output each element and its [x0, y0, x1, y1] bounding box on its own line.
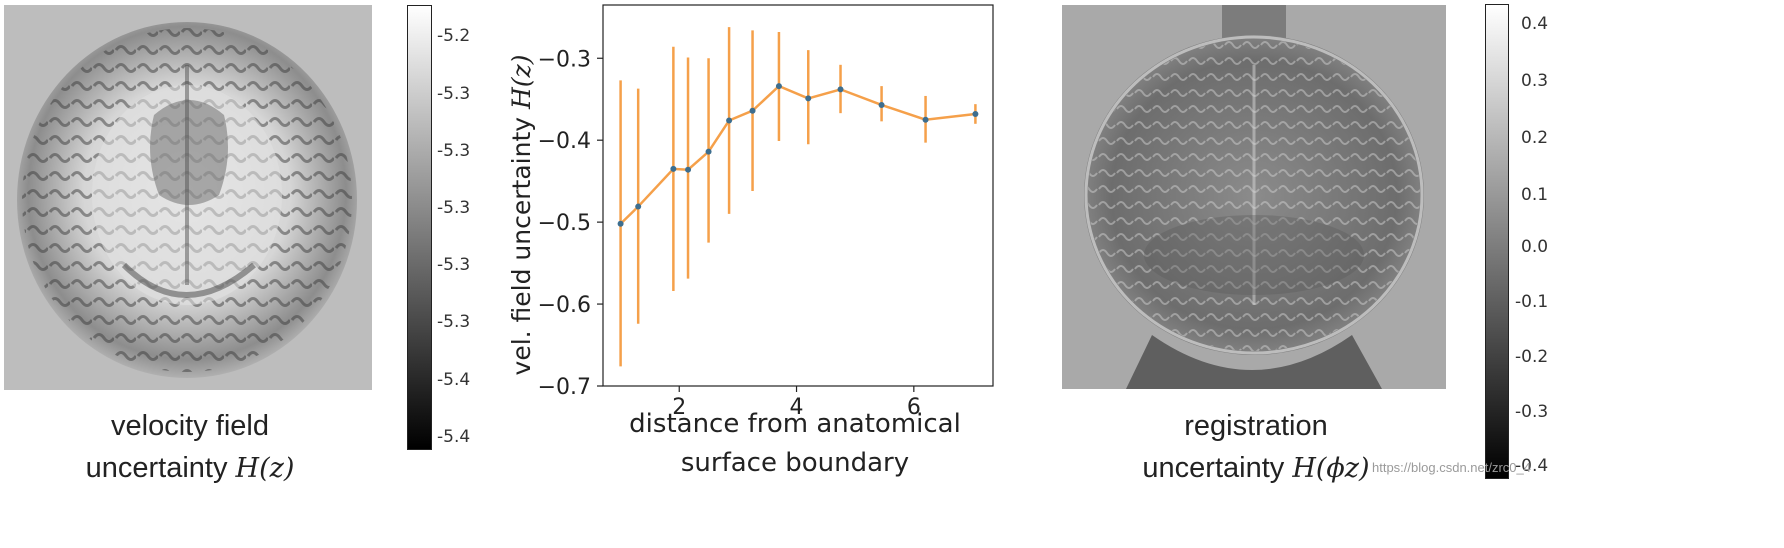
x-tick-label-0: 2: [672, 395, 686, 420]
x-tick-label-1: 4: [790, 395, 804, 420]
y-axis-label-math: H(z): [507, 55, 536, 110]
left-colorbar-tick-5: -5.3: [437, 312, 471, 332]
right-caption-math: H(ϕz): [1292, 453, 1370, 484]
right-panel: 0.4 0.3 0.2 0.1 0.0 -0.1 -0.2 -0.3 -0.4 …: [1040, 0, 1784, 548]
registration-brain-image: [1062, 5, 1446, 389]
left-caption-text: uncertainty: [85, 452, 236, 484]
right-colorbar-tick-7: -0.3: [1515, 402, 1549, 422]
velocity-colorbar: [407, 5, 432, 450]
right-caption-line2: uncertainty H(ϕz): [1106, 447, 1406, 490]
velocity-brain-svg: [4, 5, 372, 390]
x-tick-label-2: 6: [907, 395, 921, 420]
velocity-field-brain-image: [4, 5, 372, 390]
left-panel: -5.2 -5.3 -5.3 -5.3 -5.3 -5.3 -5.4 -5.4 …: [0, 0, 470, 548]
data-point-6: [749, 107, 756, 114]
watermark: https://blog.csdn.net/zrc0_4: [1372, 460, 1531, 475]
registration-brain-svg: [1062, 5, 1446, 389]
right-caption: registration uncertainty H(ϕz): [1106, 405, 1406, 490]
right-caption-line1: registration: [1184, 410, 1328, 442]
data-point-11: [922, 116, 929, 123]
left-colorbar-tick-3: -5.3: [437, 198, 471, 218]
data-point-8: [805, 95, 812, 102]
data-point-0: [617, 220, 624, 227]
right-colorbar-tick-6: -0.2: [1515, 347, 1549, 367]
left-caption-line1: velocity field: [111, 410, 269, 442]
data-point-12: [972, 110, 979, 117]
left-colorbar-tick-6: -5.4: [437, 370, 471, 390]
right-colorbar-tick-4: 0.0: [1521, 237, 1549, 257]
data-point-3: [685, 166, 692, 173]
left-colorbar-tick-4: -5.3: [437, 255, 471, 275]
data-point-9: [837, 86, 844, 93]
right-colorbar-tick-5: -0.1: [1515, 292, 1549, 312]
data-point-10: [878, 101, 885, 108]
left-caption: velocity field uncertainty H(z): [40, 405, 340, 490]
y-tick-label-1: −0.4: [538, 129, 591, 154]
registration-colorbar: [1485, 4, 1509, 479]
x-axis-label-line1: distance from anatomical: [629, 409, 961, 439]
y-axis-label: vel. field uncertainty H(z): [507, 55, 536, 376]
left-colorbar-tick-7: -5.4: [437, 427, 471, 447]
y-axis-label-text: vel. field uncertainty: [507, 109, 536, 375]
left-colorbar-tick-2: -5.3: [437, 141, 471, 161]
data-point-2: [670, 165, 677, 172]
left-colorbar-tick-1: -5.3: [437, 84, 471, 104]
uncertainty-line-chart: −0.3 −0.4 −0.5 −0.6 −0.7 2 4 6 vel. field unce…: [507, 4, 994, 478]
data-point-1: [635, 203, 642, 210]
right-colorbar-tick-1: 0.3: [1521, 71, 1549, 91]
data-point-4: [705, 148, 712, 155]
y-tick-label-0: −0.3: [538, 47, 591, 72]
right-colorbar-tick-2: 0.2: [1521, 128, 1549, 148]
data-point-5: [726, 117, 733, 124]
left-colorbar-tick-0: -5.2: [437, 26, 471, 46]
right-colorbar-tick-0: 0.4: [1521, 14, 1549, 34]
data-point-7: [775, 83, 782, 90]
right-colorbar-tick-8: -0.4: [1515, 456, 1549, 476]
left-caption-line2: uncertainty H(z): [40, 447, 340, 490]
y-tick-label-2: −0.5: [538, 211, 591, 236]
y-tick-label-3: −0.6: [538, 293, 591, 318]
plot-frame: [602, 4, 994, 387]
right-colorbar-tick-3: 0.1: [1521, 185, 1549, 205]
x-axis-label-line2: surface boundary: [681, 448, 909, 478]
y-tick-label-4: −0.7: [538, 375, 591, 400]
left-caption-math: H(z): [235, 453, 295, 484]
right-caption-text: uncertainty: [1142, 452, 1293, 484]
